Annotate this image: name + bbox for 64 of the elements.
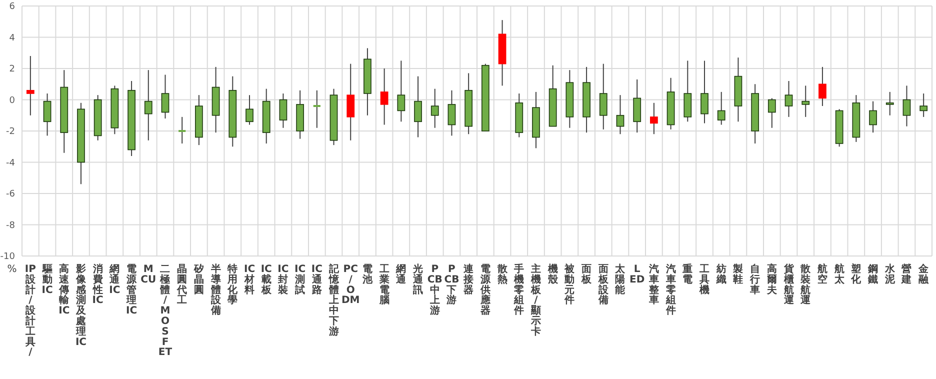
x-tick-label: 太陽能 (615, 264, 626, 296)
x-tick-label: 晶圓代工 (177, 264, 188, 306)
x-tick-label: LED (630, 264, 645, 286)
x-tick-label: 機殼 (548, 264, 558, 286)
x-tick-label: IC測試 (294, 264, 306, 296)
x-tick-label: 自行車 (750, 264, 760, 296)
x-tick-label: 金融 (918, 264, 929, 286)
x-tick-label: 汽車零組件 (666, 264, 676, 317)
y-tick-label: -10 (0, 252, 16, 262)
x-tick-label: 面板設備 (598, 264, 608, 306)
x-tick-label: 汽車整車 (648, 264, 659, 306)
y-tick-label: 0 (9, 96, 16, 106)
y-tick-label: -2 (6, 127, 15, 137)
x-tick-label: 製鞋 (733, 264, 744, 286)
y-tick-label: -4 (6, 158, 16, 168)
x-tick-label: 消費性IC (92, 264, 104, 306)
x-tick-label: 特用化學 (228, 264, 238, 306)
x-tick-label: MCU (140, 264, 156, 286)
x-tick-label: 營建 (902, 264, 912, 286)
x-tick-label: 主機板/顯示卡 (530, 264, 541, 338)
x-tick-label: PCB中上游 (427, 264, 442, 317)
x-tick-label: PCB下游 (444, 264, 460, 306)
x-tick-label: 半導體設備 (210, 264, 221, 317)
x-tick-label: 工具機 (700, 264, 710, 296)
x-tick-label: 記憶體上中下游 (328, 264, 339, 338)
x-tick-label: 重電 (682, 264, 693, 286)
x-tick-label: 影像感測及處理IC (75, 264, 87, 348)
x-tick-label: 手機零組件 (514, 264, 524, 317)
y-tick-label: 6 (9, 2, 16, 12)
x-tick-label: IP設計/設計工具/ (24, 264, 36, 358)
x-tick-label: 驅動IC (42, 264, 53, 296)
x-tick-label: 連接器 (464, 264, 474, 296)
x-tick-label: IC通路 (311, 264, 322, 296)
y-tick-label: -8 (6, 220, 16, 231)
x-tick-label: IC封裝 (278, 264, 289, 296)
x-tick-label: 散熱 (497, 264, 508, 286)
x-tick-label: 水泥 (884, 264, 895, 286)
x-tick-label: 面板 (582, 264, 592, 286)
x-tick-label: 矽晶圓 (194, 264, 204, 296)
x-tick-label: 航空 (817, 264, 828, 286)
x-tick-label: 紡織 (716, 264, 726, 286)
x-tick-label: 塑化 (851, 264, 862, 286)
x-tick-label: 工業電腦 (379, 264, 390, 306)
x-tick-label: 高速傳輸IC (58, 264, 70, 317)
x-tick-label: IC材料 (244, 264, 256, 296)
x-tick-label: 鋼鐵 (868, 264, 878, 286)
ylabel: % (7, 264, 17, 275)
y-tick-label: 2 (9, 64, 15, 74)
x-tick-label: 散裝航運 (800, 264, 811, 306)
x-tick-label: 電源管理IC (126, 264, 138, 317)
x-tick-label: 貨櫃航運 (784, 264, 794, 306)
x-tick-label: 網通 (396, 264, 406, 286)
x-tick-label: 高爾夫 (766, 264, 777, 296)
x-tick-label: 光通訊 (413, 264, 424, 296)
x-tick-label: 電池 (362, 264, 372, 286)
x-tick-label: IC載板 (260, 264, 272, 296)
x-tick-label: 被動元件 (564, 264, 575, 306)
y-tick-label: 4 (9, 33, 16, 44)
x-tick-label: PC/ODM (341, 264, 360, 306)
x-tick-label: 電源供應器 (480, 264, 490, 317)
y-tick-label: -6 (6, 190, 16, 200)
x-tick-label: 網通IC (109, 264, 120, 296)
x-tick-label: 航太 (834, 264, 844, 286)
x-tick-label: 二極體/MOSFET (158, 264, 172, 358)
